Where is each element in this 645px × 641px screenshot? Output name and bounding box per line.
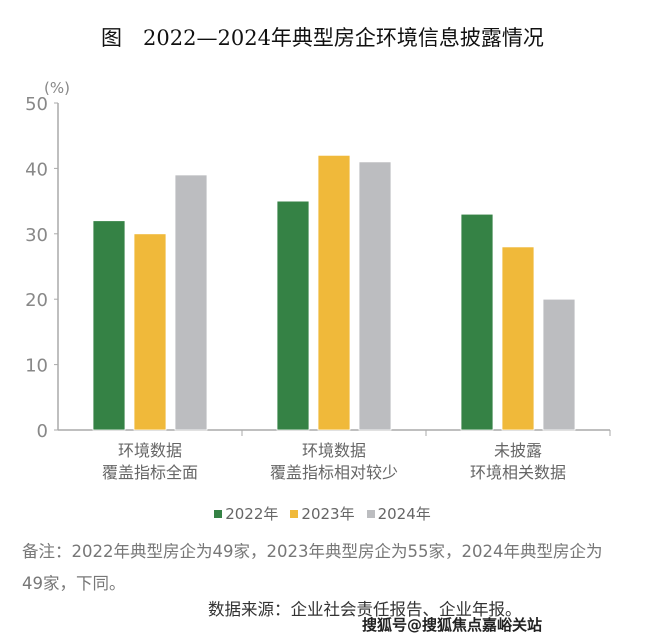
bar-chart: (%)01020304050环境数据覆盖指标全面环境数据覆盖指标相对较少未披露环…	[25, 79, 611, 482]
bar-2022年-2	[460, 213, 494, 431]
chart-title: 图 2022—2024年典型房企环境信息披露情况	[101, 26, 544, 50]
legend: 2022年 2023年 2024年	[0, 503, 645, 524]
y-tick-label: 0	[37, 421, 48, 442]
y-axis-unit: (%)	[44, 79, 70, 97]
category-label: 覆盖指标相对较少	[270, 463, 398, 482]
legend-swatch	[214, 510, 223, 518]
legend-item: 2023年	[290, 503, 355, 524]
watermark: 搜狐号@搜狐焦点嘉峪关站	[362, 616, 543, 634]
legend-label: 2024年	[377, 505, 431, 523]
legend-item: 2024年	[366, 503, 431, 524]
legend-label: 2022年	[225, 505, 279, 523]
bar-2022年-0	[92, 220, 126, 431]
legend-swatch	[366, 510, 375, 518]
bar-2023年-0	[133, 233, 167, 431]
bar-2023年-1	[317, 154, 351, 431]
bar-2024年-0	[174, 174, 208, 431]
category-label: 环境相关数据	[470, 463, 566, 482]
category-label: 覆盖指标全面	[102, 463, 198, 482]
y-tick-label: 30	[25, 225, 48, 246]
bar-2024年-1	[358, 161, 392, 431]
bar-2024年-2	[542, 298, 576, 431]
legend-label: 2023年	[301, 505, 355, 523]
source-note: 数据来源：企业社会责任报告、企业年报。	[208, 600, 522, 619]
legend-item: 2022年	[214, 503, 278, 524]
y-tick-label: 40	[25, 159, 48, 180]
y-tick-label: 10	[25, 356, 48, 377]
bar-2022年-1	[276, 200, 310, 431]
legend-swatch	[290, 510, 299, 518]
y-tick-label: 50	[25, 94, 48, 115]
y-tick-label: 20	[25, 290, 48, 311]
category-label: 环境数据	[302, 441, 366, 460]
category-label: 环境数据	[118, 441, 182, 460]
bar-2023年-2	[501, 246, 535, 431]
category-label: 未披露	[494, 441, 542, 460]
footnote: 备注：2022年典型房企为49家，2023年典型房企为55家，2024年典型房企…	[22, 542, 603, 593]
